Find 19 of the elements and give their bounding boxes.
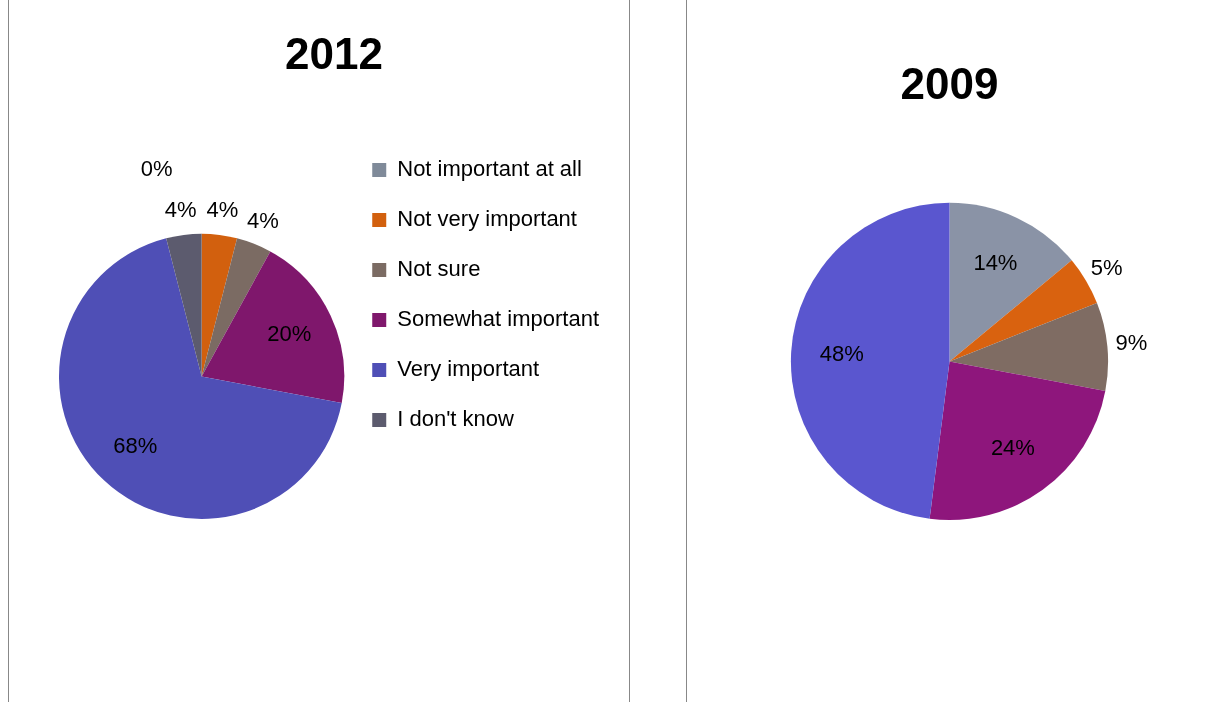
data-label: 68% [113, 433, 158, 459]
data-label: 4% [247, 207, 279, 233]
data-label: 4% [206, 197, 239, 223]
legend-label: Very important [397, 356, 540, 382]
chart-title: 2012 [285, 28, 383, 78]
data-label: 24% [990, 434, 1035, 460]
data-label: 9% [1115, 330, 1148, 356]
text: 0% [140, 155, 173, 181]
legend-label: Not sure [397, 256, 481, 282]
legend-label: I don't know [397, 406, 515, 432]
data-label: 48% [819, 340, 864, 366]
data-label: 4% [164, 197, 197, 223]
legend-label: Somewhat important [397, 306, 600, 332]
legend-label: Not important at all [397, 156, 582, 182]
data-label: 5% [1090, 254, 1123, 280]
legend-label: Not very important [397, 206, 577, 232]
data-label: 14% [973, 249, 1018, 275]
data-label: 20% [267, 321, 312, 347]
chart-title: 2009 [900, 58, 999, 108]
